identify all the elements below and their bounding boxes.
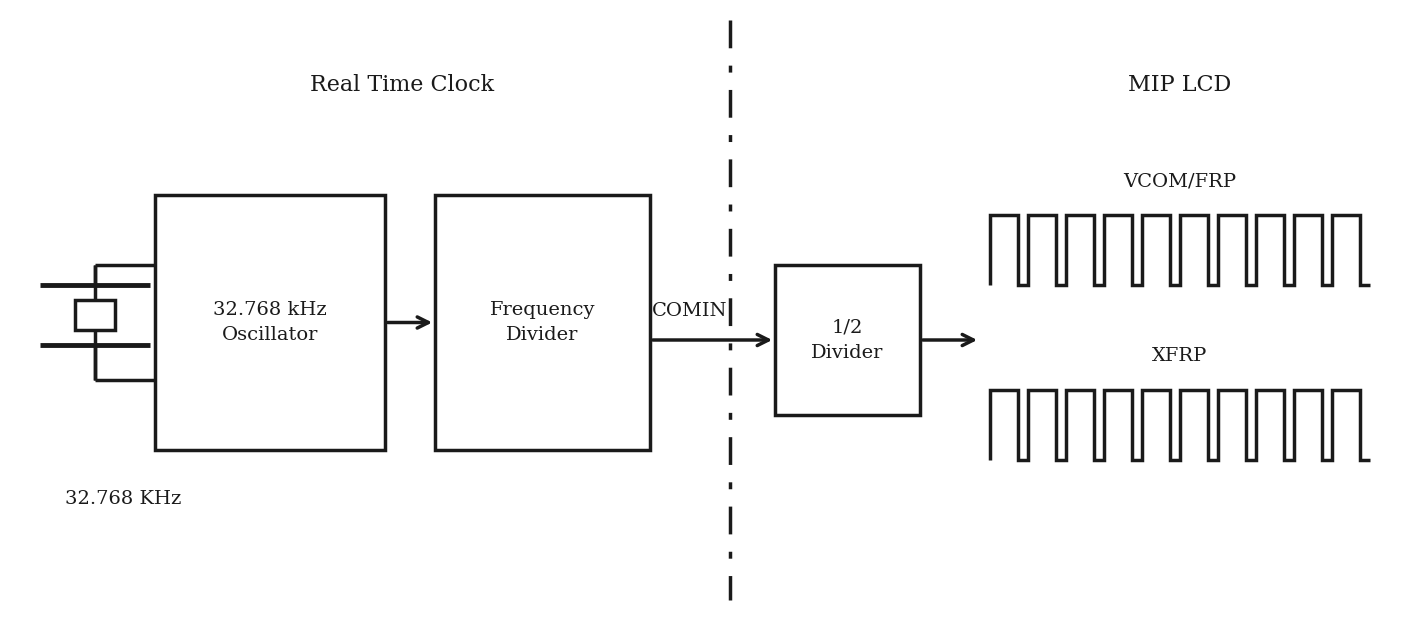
Text: COMIN: COMIN	[653, 302, 728, 320]
Bar	[775, 265, 921, 415]
Text: XFRP: XFRP	[1153, 347, 1207, 365]
Text: 32.768 KHz: 32.768 KHz	[66, 490, 181, 508]
Text: Frequency
Divider: Frequency Divider	[490, 301, 596, 344]
Text: VCOM/FRP: VCOM/FRP	[1123, 172, 1237, 190]
Text: 32.768 kHz
Oscillator: 32.768 kHz Oscillator	[214, 301, 326, 344]
Text: 1/2
Divider: 1/2 Divider	[811, 318, 884, 362]
Bar	[155, 195, 385, 450]
Bar	[435, 195, 650, 450]
Text: Real Time Clock: Real Time Clock	[311, 74, 494, 96]
Bar	[76, 300, 115, 330]
Text: MIP LCD: MIP LCD	[1129, 74, 1231, 96]
